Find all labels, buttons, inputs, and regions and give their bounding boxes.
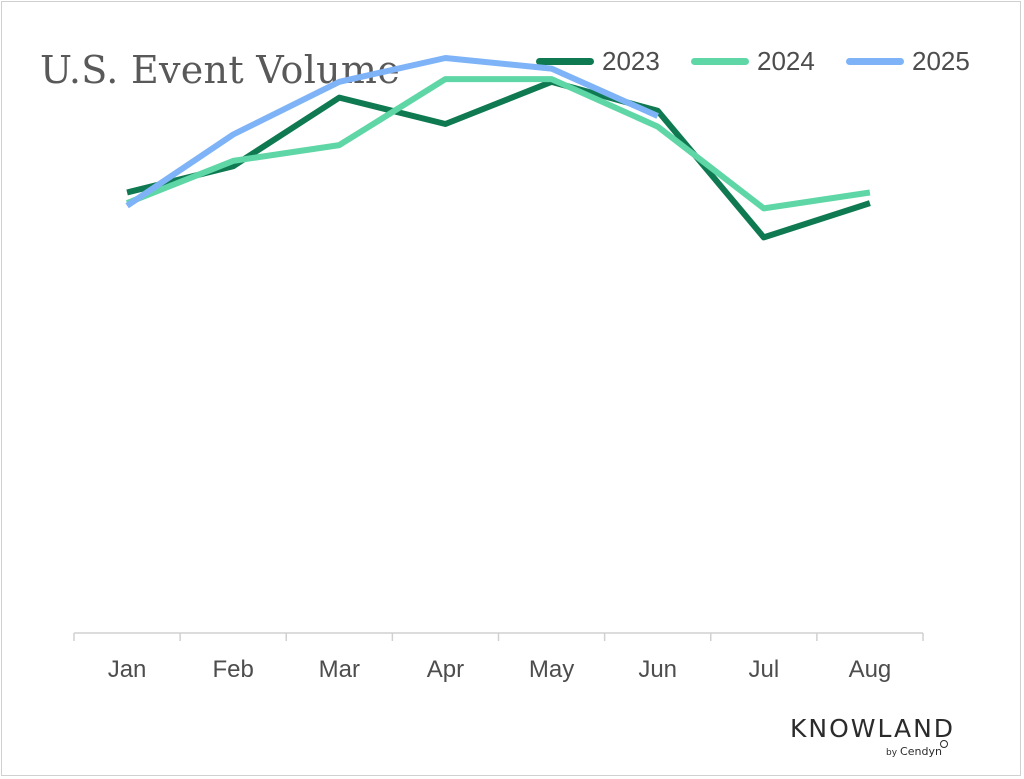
x-tick-label-may: May bbox=[529, 656, 574, 683]
logo-brand: Cendyn bbox=[900, 745, 942, 758]
series-line-2024 bbox=[125, 76, 871, 212]
legend-swatch-2023 bbox=[536, 57, 594, 65]
x-tick-label-apr: Apr bbox=[427, 656, 464, 683]
legend-label-2025: 2025 bbox=[912, 45, 970, 76]
legend-swatch-2024 bbox=[691, 57, 749, 65]
x-tick-label-aug: Aug bbox=[849, 656, 892, 683]
legend-item-2025: 2025 bbox=[846, 44, 970, 78]
logo-mark-icon bbox=[940, 740, 948, 748]
logo-by: by bbox=[886, 748, 898, 758]
x-tick-label-jan: Jan bbox=[108, 656, 147, 683]
x-tick-label-jun: Jun bbox=[638, 656, 677, 683]
logo-subline: by Cendyn bbox=[886, 745, 942, 758]
legend-label-2023: 2023 bbox=[602, 45, 660, 76]
legend-item-2023: 2023 bbox=[536, 44, 660, 78]
knowland-logo: KNOWLAND by Cendyn bbox=[790, 714, 960, 764]
x-tick-label-jul: Jul bbox=[748, 656, 779, 683]
x-tick-label-feb: Feb bbox=[213, 656, 254, 683]
series-line-2025 bbox=[125, 55, 659, 209]
legend-swatch-2025 bbox=[846, 57, 904, 65]
logo-wordmark: KNOWLAND bbox=[790, 714, 956, 743]
x-tick-label-mar: Mar bbox=[319, 656, 360, 683]
series-line-2023 bbox=[126, 78, 871, 241]
legend-item-2024: 2024 bbox=[691, 44, 815, 78]
legend-label-2024: 2024 bbox=[757, 45, 815, 76]
